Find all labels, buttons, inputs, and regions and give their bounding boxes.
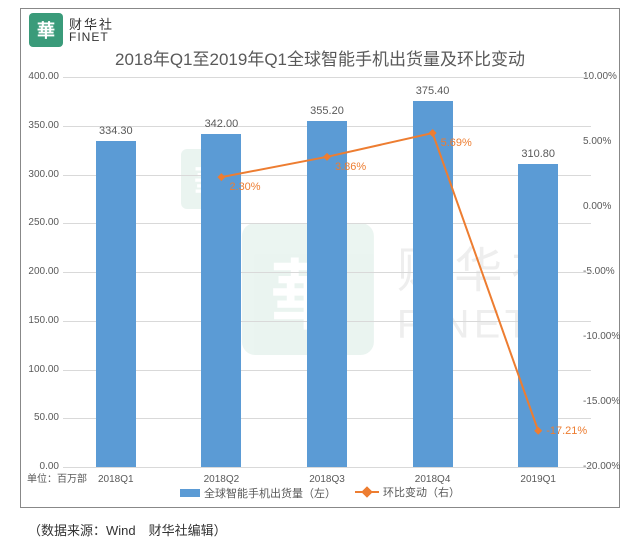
y-left-tick: 250.00 xyxy=(28,217,59,228)
bar-value-label: 342.00 xyxy=(205,118,239,130)
brand-cn: 财华社 xyxy=(69,18,114,31)
line-marker xyxy=(534,427,542,435)
line-value-label: 5.69% xyxy=(441,137,472,149)
y-left-tick: 50.00 xyxy=(34,412,59,423)
line-value-label: 3.86% xyxy=(335,161,366,173)
line-path xyxy=(221,133,538,431)
gridline xyxy=(63,467,591,468)
y-left-tick: 300.00 xyxy=(28,169,59,180)
line-marker xyxy=(323,153,331,161)
legend-line: 环比变动（右） xyxy=(355,484,460,500)
line-marker xyxy=(429,129,437,137)
chart-container: 華 财华社 FINET 2018年Q1至2019年Q1全球智能手机出货量及环比变… xyxy=(20,8,620,508)
line-value-label: 2.30% xyxy=(229,181,260,193)
legend-bar: 全球智能手机出货量（左） xyxy=(180,485,336,501)
unit-label: 单位：百万部 xyxy=(27,470,87,485)
line-overlay xyxy=(63,77,591,467)
logo-mark-icon: 華 xyxy=(29,13,63,47)
line-marker xyxy=(217,173,225,181)
y-left-tick: 400.00 xyxy=(28,71,59,82)
chart-title: 2018年Q1至2019年Q1全球智能手机出货量及环比变动 xyxy=(21,45,619,70)
y-axis-left: 0.0050.00100.00150.00200.00250.00300.003… xyxy=(21,77,63,467)
legend: 全球智能手机出货量（左） 环比变动（右） xyxy=(21,484,619,501)
bar-value-label: 310.80 xyxy=(521,148,555,160)
bar-value-label: 334.30 xyxy=(99,125,133,137)
bar-value-label: 375.40 xyxy=(416,85,450,97)
y-left-tick: 150.00 xyxy=(28,315,59,326)
y-left-tick: 100.00 xyxy=(28,364,59,375)
y-left-tick: 350.00 xyxy=(28,120,59,131)
brand-en: FINET xyxy=(69,31,114,43)
line-value-label: -17.21% xyxy=(546,425,587,437)
y-left-tick: 200.00 xyxy=(28,266,59,277)
source-note: （数据来源：Wind 财华社编辑） xyxy=(28,520,227,539)
brand-logo: 華 财华社 FINET xyxy=(29,13,114,47)
bar-value-label: 355.20 xyxy=(310,105,344,117)
plot-area: 334.302018Q1342.002018Q2355.202018Q3375.… xyxy=(63,77,591,467)
